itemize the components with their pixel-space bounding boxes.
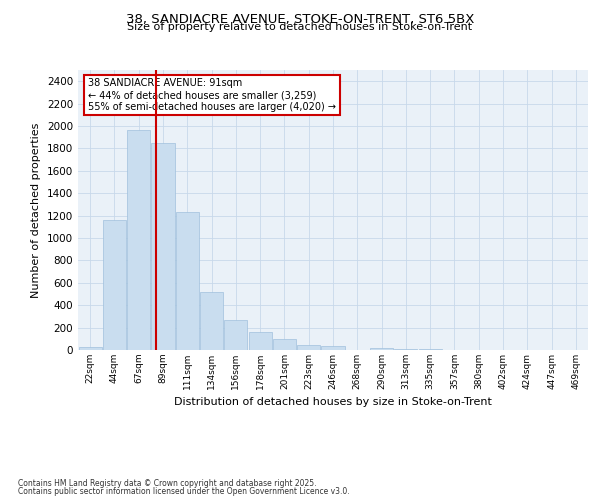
Text: Contains HM Land Registry data © Crown copyright and database right 2025.: Contains HM Land Registry data © Crown c… [18, 478, 317, 488]
Bar [273, 340, 296, 350]
Bar [297, 345, 320, 350]
Text: Contains public sector information licensed under the Open Government Licence v3: Contains public sector information licen… [18, 487, 350, 496]
Bar [394, 349, 418, 350]
Text: Size of property relative to detached houses in Stoke-on-Trent: Size of property relative to detached ho… [127, 22, 473, 32]
Bar [200, 292, 223, 350]
Text: 38, SANDIACRE AVENUE, STOKE-ON-TRENT, ST6 5BX: 38, SANDIACRE AVENUE, STOKE-ON-TRENT, ST… [126, 12, 474, 26]
Bar [370, 348, 393, 350]
Bar [248, 332, 272, 350]
Bar [79, 347, 101, 350]
Y-axis label: Number of detached properties: Number of detached properties [31, 122, 41, 298]
Bar [176, 212, 199, 350]
X-axis label: Distribution of detached houses by size in Stoke-on-Trent: Distribution of detached houses by size … [174, 398, 492, 407]
Bar [103, 220, 126, 350]
Bar [127, 130, 150, 350]
Bar [151, 143, 175, 350]
Text: 38 SANDIACRE AVENUE: 91sqm
← 44% of detached houses are smaller (3,259)
55% of s: 38 SANDIACRE AVENUE: 91sqm ← 44% of deta… [88, 78, 336, 112]
Bar [224, 320, 247, 350]
Bar [322, 346, 344, 350]
